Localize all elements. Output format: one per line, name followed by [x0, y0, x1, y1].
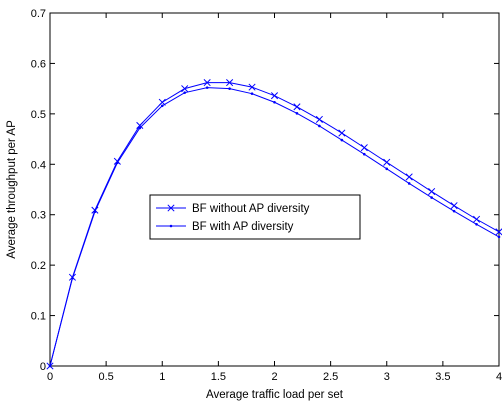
legend-label: BF without AP diversity — [192, 203, 310, 215]
data-point — [183, 91, 186, 94]
x-tick-label: 1 — [159, 371, 165, 383]
data-point — [270, 92, 279, 100]
data-point — [273, 100, 276, 104]
data-point — [93, 210, 97, 213]
x-axis-label: Average traffic load per set — [206, 389, 344, 401]
legend: BF without AP diversity BF with AP divers… — [149, 194, 361, 240]
data-point — [181, 85, 189, 93]
x-tick-label: 3.5 — [435, 371, 450, 383]
x-tick-label: 4 — [496, 371, 502, 383]
data-point — [407, 182, 411, 185]
data-point — [497, 235, 501, 239]
x-tick-label: 3 — [384, 371, 390, 383]
data-point — [428, 187, 436, 196]
y-tick-label: 0.4 — [31, 159, 46, 171]
data-point — [452, 209, 456, 213]
y-tick-label: 0.1 — [31, 311, 46, 323]
y-tick-label: 0.7 — [31, 8, 46, 20]
y-tick-label: 0.3 — [31, 210, 46, 222]
x-tick-label: 1.5 — [211, 371, 226, 383]
legend-item: BF without AP diversity — [156, 203, 310, 215]
plot-frame — [49, 12, 500, 367]
y-tick-label: 0 — [40, 361, 46, 373]
data-point — [360, 144, 368, 152]
legend-item: BF with AP diversity — [156, 221, 294, 233]
data-point — [385, 167, 389, 171]
data-point — [248, 83, 256, 91]
data-point — [475, 222, 478, 226]
data-point — [203, 79, 211, 87]
data-point — [338, 129, 346, 137]
data-point — [250, 92, 254, 95]
data-point — [136, 121, 144, 130]
x-tick-label: 0 — [47, 371, 53, 383]
y-tick-label: 0.2 — [31, 260, 46, 272]
x-tick-label: 2.5 — [323, 371, 338, 383]
data-point — [228, 87, 231, 90]
data-point — [405, 173, 413, 181]
x-tick-label: 0.5 — [98, 371, 113, 383]
data-point — [363, 152, 366, 156]
series-2 — [48, 86, 501, 368]
series-1 — [46, 79, 502, 370]
data-point — [160, 104, 164, 108]
data-point — [205, 86, 209, 89]
data-point — [450, 202, 458, 210]
y-axis-label: Average throughput per AP — [6, 120, 18, 259]
data-series — [46, 79, 502, 370]
plot-area — [49, 12, 500, 367]
data-point — [383, 158, 391, 166]
legend-label: BF with AP diversity — [192, 221, 294, 233]
data-point — [472, 215, 481, 223]
y-tick-label: 0.5 — [31, 109, 46, 121]
data-point — [116, 161, 119, 165]
legend-marker — [167, 204, 175, 212]
data-point — [430, 196, 433, 199]
data-point — [226, 79, 234, 87]
x-tick-label: 2 — [271, 371, 277, 383]
data-point — [340, 138, 344, 142]
legend-box — [149, 194, 361, 240]
data-point — [495, 228, 502, 236]
data-point — [138, 126, 142, 130]
data-point — [318, 124, 321, 128]
data-point — [295, 112, 299, 115]
data-point — [293, 103, 301, 111]
data-point — [71, 276, 74, 280]
data-point — [315, 115, 323, 123]
axis-ticks: 0 0.5 1 1.5 2 2.5 3 3.5 4 0 0.1 0.2 0.3 0.4 0.5 0.6 0.7 — [31, 8, 502, 383]
legend-marker — [169, 224, 173, 228]
y-tick-label: 0.6 — [31, 58, 46, 70]
data-point — [48, 364, 52, 368]
